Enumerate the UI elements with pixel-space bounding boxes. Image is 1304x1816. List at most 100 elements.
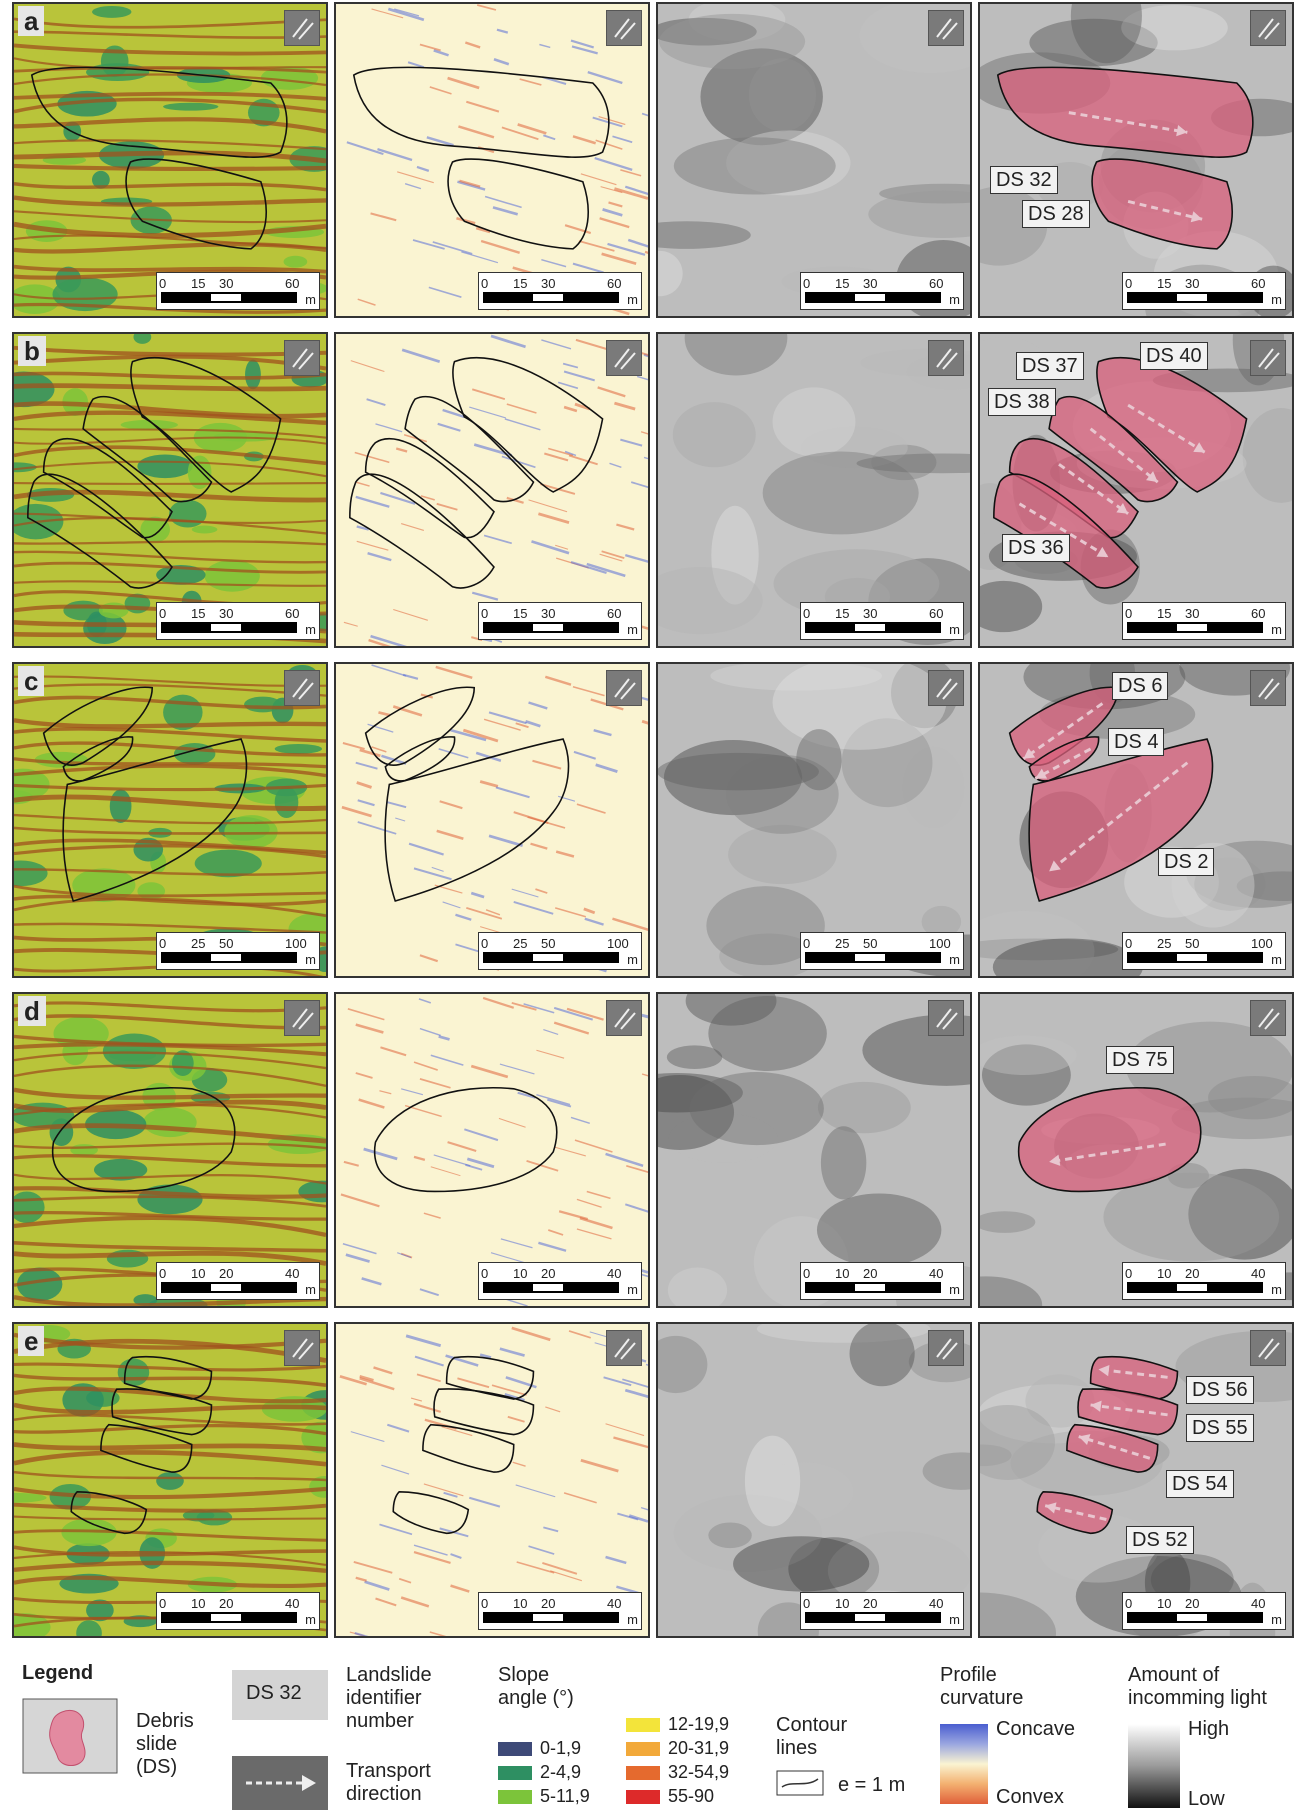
scale-tick: 100: [607, 936, 629, 951]
scale-tick: 100: [1251, 936, 1273, 951]
scale-tick: 25: [513, 936, 528, 951]
landslide-id-label: DS 75: [1106, 1046, 1174, 1074]
curvature-map-panel: 0 25 50 100 m: [334, 662, 650, 978]
north-arrow-icon: [606, 670, 642, 706]
north-arrow-icon: [928, 670, 964, 706]
scale-tick: 10: [513, 1596, 528, 1611]
debris-slide-label: Debris slide (DS): [136, 1710, 194, 1778]
landslides-map-panel: 0 15 30 60 m DS 37 DS 40 DS 38 DS 36: [978, 332, 1294, 648]
scale-bar: 0 15 30 60 m: [800, 272, 964, 310]
north-arrow-icon: [606, 10, 642, 46]
debris-slide-swatch: [22, 1698, 118, 1774]
scale-tick: 40: [1251, 1266, 1266, 1281]
slope-class-entry: 55-90: [626, 1786, 714, 1807]
scale-bar-segment: [855, 624, 885, 631]
scale-tick: 0: [481, 606, 489, 621]
scale-tick: 0: [481, 1266, 489, 1281]
scale-bar-graphic: [1127, 622, 1263, 633]
scale-tick: 20: [1185, 1266, 1200, 1281]
landslide-id-label: DS 54: [1166, 1470, 1234, 1498]
scale-unit: m: [305, 292, 316, 307]
scale-tick: 60: [607, 606, 622, 621]
landslide-id-label: DS 40: [1140, 342, 1208, 370]
scale-tick: 15: [1157, 276, 1172, 291]
scale-bar: 0 15 30 60 m: [1122, 602, 1286, 640]
scale-unit: m: [627, 622, 638, 637]
scale-tick: 30: [863, 276, 878, 291]
scale-tick: 50: [219, 936, 234, 951]
slope-class-label: 5-11,9: [540, 1786, 590, 1806]
scale-bar: 0 10 20 40 m: [478, 1262, 642, 1300]
scale-tick: 100: [285, 936, 307, 951]
scale-bar: 0 25 50 100 m: [800, 932, 964, 970]
scale-tick: 60: [285, 276, 300, 291]
scale-bar-graphic: [161, 292, 297, 303]
scale-tick: 60: [929, 606, 944, 621]
scale-tick: 20: [863, 1596, 878, 1611]
slope-class-entry: 0-1,9: [498, 1738, 581, 1759]
light-low-label: Low: [1188, 1788, 1225, 1810]
scale-tick: 20: [1185, 1596, 1200, 1611]
slope-class-label: 2-4,9: [540, 1762, 582, 1782]
scale-tick: 0: [1125, 276, 1133, 291]
scale-bar-segment: [1177, 1284, 1207, 1291]
scale-bar-segment: [211, 1284, 241, 1291]
panel-letter: d: [18, 996, 46, 1026]
scale-tick: 0: [803, 606, 811, 621]
north-arrow-icon: [284, 670, 320, 706]
scale-tick: 30: [863, 606, 878, 621]
scale-tick: 10: [835, 1266, 850, 1281]
scale-unit: m: [949, 622, 960, 637]
scale-tick: 60: [1251, 276, 1266, 291]
scale-tick: 0: [803, 276, 811, 291]
scale-tick: 10: [835, 1596, 850, 1611]
scale-bar-graphic: [805, 622, 941, 633]
scale-tick: 0: [159, 1266, 167, 1281]
scale-bar: 0 15 30 60 m: [800, 602, 964, 640]
north-arrow-icon: [1250, 1000, 1286, 1036]
curvature-map-panel: 0 15 30 60 m: [334, 2, 650, 318]
landslides-map-panel: 0 15 30 60 m DS 32 DS 28: [978, 2, 1294, 318]
scale-bar: 0 15 30 60 m: [156, 602, 320, 640]
landslide-id-label: DS 55: [1186, 1414, 1254, 1442]
scale-bar-segment: [1177, 954, 1207, 961]
scale-tick: 20: [219, 1266, 234, 1281]
scale-tick: 40: [607, 1596, 622, 1611]
scale-tick: 40: [607, 1266, 622, 1281]
light-ramp: [1128, 1724, 1180, 1808]
scale-tick: 10: [1157, 1596, 1172, 1611]
scale-bar-segment: [855, 954, 885, 961]
scale-tick: 50: [863, 936, 878, 951]
scale-bar-graphic: [161, 1282, 297, 1293]
scale-tick: 60: [607, 276, 622, 291]
contour-interval: e = 1 m: [838, 1774, 906, 1796]
scale-bar-segment: [211, 1614, 241, 1621]
scale-bar-segment: [855, 294, 885, 301]
slope-map-panel: d 0 10 20 40 m: [12, 992, 328, 1308]
scale-unit: m: [949, 952, 960, 967]
incoming-light-title: Amount of incomming light: [1128, 1664, 1267, 1709]
scale-bar-graphic: [161, 952, 297, 963]
scale-bar-graphic: [1127, 292, 1263, 303]
scale-unit: m: [1271, 1282, 1282, 1297]
scale-unit: m: [305, 622, 316, 637]
scale-bar-segment: [855, 1614, 885, 1621]
figure-row-a: a 0 15 30 60 m 0 15 30 60 m 0 15 30 60 m 0 15 30 60 m DS 32 DS…: [12, 2, 1294, 318]
scale-bar-graphic: [805, 292, 941, 303]
scale-bar: 0 25 50 100 m: [156, 932, 320, 970]
scale-bar-graphic: [483, 1282, 619, 1293]
north-arrow-icon: [284, 340, 320, 376]
landslide-id-label: DS 4: [1108, 728, 1165, 756]
scale-tick: 25: [835, 936, 850, 951]
scale-unit: m: [627, 952, 638, 967]
scale-tick: 60: [285, 606, 300, 621]
scale-bar-segment: [533, 624, 563, 631]
scale-bar-segment: [533, 1284, 563, 1291]
scale-bar-graphic: [805, 1282, 941, 1293]
scale-tick: 25: [191, 936, 206, 951]
figure-row-d: d 0 10 20 40 m 0 10 20 40 m 0 10 20 40 m 0 10 20 40 m DS 75: [12, 992, 1294, 1308]
scale-tick: 50: [541, 936, 556, 951]
north-arrow-icon: [1250, 10, 1286, 46]
slope-map-panel: e 0 10 20 40 m: [12, 1322, 328, 1638]
scale-tick: 30: [219, 276, 234, 291]
